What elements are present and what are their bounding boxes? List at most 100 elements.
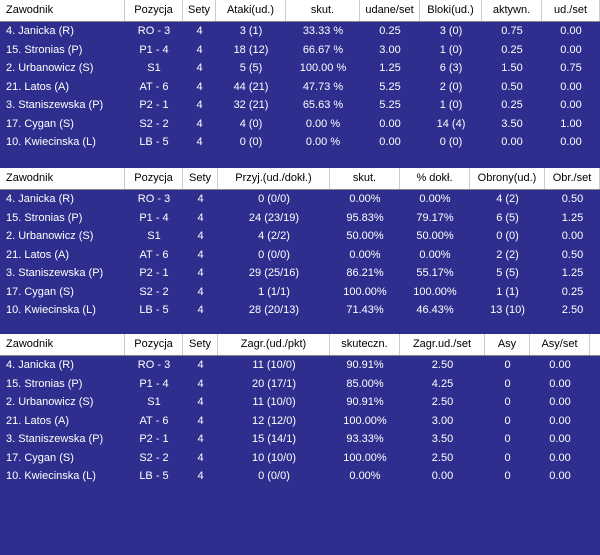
column-header: Pozycja — [125, 0, 183, 21]
table-cell: 4 — [197, 377, 204, 390]
table-cell: 0.00 — [549, 451, 571, 464]
table-header: Zawodnik Pozycja Sety Ataki(ud.) skut. udane/… — [0, 0, 600, 22]
table-cell: 0.50 — [561, 248, 584, 261]
column-header: Obrony(ud.) — [470, 168, 545, 189]
table-row: 3. Staniszewska (P) P2 - 1 4 32 (21) 65.63 %… — [0, 96, 600, 114]
table-cell: 15. Stronias (P) — [6, 211, 83, 224]
column-header: Ataki(ud.) — [216, 0, 286, 21]
table-cell: 0.00 — [561, 230, 584, 242]
table-cell: S2 - 2 — [139, 117, 169, 130]
column-header: Sety — [183, 334, 218, 355]
table-row: 21. Latos (A) AT - 6 4 12 (12/0) 100.00% 3.00… — [0, 412, 600, 430]
table-cell: 0.25 — [379, 25, 401, 37]
table-cell: 15. Stronias (P) — [6, 377, 83, 390]
table-cell: 2.50 — [561, 304, 584, 316]
table-row: 2. Urbanowicz (S) S1 4 5 (5) 100.00 % 1.25 6 (… — [0, 59, 600, 77]
table-cell: 4 — [197, 248, 204, 261]
table-cell: 0.00 — [560, 99, 582, 111]
table-cell: 4. Janicka (R) — [6, 193, 74, 205]
table-row: 10. Kwiecinska (L) LB - 5 4 0 (0) 0.00 % 0.00… — [0, 133, 600, 151]
table-cell: 50.00% — [416, 230, 454, 242]
table-cell: RO - 3 — [137, 193, 171, 205]
table-cell: 4 — [197, 451, 204, 464]
table-cell: 0.00 — [549, 433, 571, 445]
table-cell: 2.50 — [431, 359, 454, 371]
table-cell: 21. Latos (A) — [6, 80, 69, 93]
table-row: 15. Stronias (P) P1 - 4 4 24 (23/19) 95.83% 7… — [0, 209, 600, 227]
table-cell: 10. Kwiecinska (L) — [6, 136, 96, 148]
table-cell: 20 (17/1) — [251, 377, 297, 390]
table-cell: 0 (0) — [239, 136, 263, 148]
table-cell: P1 - 4 — [139, 211, 169, 224]
table-cell: 0.00 % — [305, 117, 341, 130]
table-cell: 29 (25/16) — [248, 267, 300, 279]
table-cell: 4 — [197, 414, 204, 427]
table-cell: S2 - 2 — [139, 285, 169, 298]
table-cell: 17. Cygan (S) — [6, 451, 74, 464]
table-cell: 3. Staniszewska (P) — [6, 99, 104, 111]
table-cell: 4 — [196, 62, 203, 74]
column-header: Zagr.ud./set — [400, 334, 485, 355]
table-cell: 4 — [197, 304, 204, 316]
table-cell: 4 — [197, 396, 204, 408]
table-row: 17. Cygan (S) S2 - 2 4 4 (0) 0.00 % 0.00 14 (4… — [0, 115, 600, 133]
table-cell: 0.25 — [501, 43, 523, 56]
table-cell: 1.00 — [560, 117, 582, 130]
table-row: 4. Janicka (R) RO - 3 4 0 (0/0) 0.00% 0.00% 4 … — [0, 190, 600, 208]
table-cell: 5 (5) — [239, 62, 263, 74]
table-cell: 2. Urbanowicz (S) — [6, 230, 94, 242]
table-cell: 6 (3) — [439, 62, 463, 74]
table-cell: 4. Janicka (R) — [6, 359, 74, 371]
table-cell: 18 (12) — [233, 43, 269, 56]
table-cell: 4.25 — [431, 377, 454, 390]
table-cell: 10 (10/0) — [251, 451, 297, 464]
column-header: Pozycja — [125, 168, 183, 189]
table-cell: 0.25 — [561, 285, 584, 298]
table-cell: 4 — [197, 285, 204, 298]
table-cell: 10. Kwiecinska (L) — [6, 470, 96, 482]
table-cell: RO - 3 — [137, 25, 171, 37]
table-cell: 10. Kwiecinska (L) — [6, 304, 96, 316]
table-cell: 3 (0) — [439, 25, 463, 37]
table-cell: 0 (0) — [439, 136, 463, 148]
table-cell: 4 — [197, 359, 204, 371]
table-cell: 0.75 — [560, 62, 582, 74]
table-cell: 0.00% — [349, 193, 381, 205]
table-row: 10. Kwiecinska (L) LB - 5 4 28 (20/13) 71.43… — [0, 301, 600, 319]
table-cell: 95.83% — [346, 211, 384, 224]
column-header: Zawodnik — [0, 0, 125, 21]
table-cell: 1.25 — [561, 267, 584, 279]
table-cell: 0.00 — [560, 80, 582, 93]
table-cell: 4 (2) — [496, 193, 519, 205]
column-header: Sety — [183, 168, 218, 189]
table-cell: 3.00 — [431, 414, 454, 427]
table-cell: 0.00 — [431, 470, 454, 482]
table-cell: 1 (0) — [439, 43, 463, 56]
table-cell: 24 (23/19) — [248, 211, 300, 224]
column-header: % dokł. — [400, 168, 470, 189]
table-row: 15. Stronias (P) P1 - 4 4 18 (12) 66.67 % 3.0… — [0, 41, 600, 59]
table-cell: 100.00% — [343, 414, 387, 427]
table-cell: 93.33% — [346, 433, 384, 445]
table-cell: P2 - 1 — [139, 99, 169, 111]
table-cell: P1 - 4 — [139, 43, 169, 56]
column-header: Przyj.(ud./dokł.) — [218, 168, 330, 189]
table-cell: 2 (0) — [439, 80, 463, 93]
column-header: Sety — [183, 0, 216, 21]
table-cell: 14 (4) — [436, 117, 466, 130]
table-cell: 15. Stronias (P) — [6, 43, 83, 56]
table-cell: 66.67 % — [302, 43, 344, 56]
table-cell: 0.00 — [501, 136, 523, 148]
column-header: skuteczn. — [330, 334, 400, 355]
table-cell: 0.00 — [560, 136, 582, 148]
table-cell: 0.00 — [379, 117, 401, 130]
table-cell: 0.00% — [349, 470, 381, 482]
column-header: Zagr.(ud./pkt) — [218, 334, 330, 355]
table-cell: RO - 3 — [137, 359, 171, 371]
table-cell: S2 - 2 — [139, 451, 169, 464]
table-cell: 0 — [504, 359, 511, 371]
table-cell: 0.00 % — [305, 136, 341, 148]
table-cell: 3 (1) — [239, 25, 263, 37]
table-cell: 1 (0) — [439, 99, 463, 111]
